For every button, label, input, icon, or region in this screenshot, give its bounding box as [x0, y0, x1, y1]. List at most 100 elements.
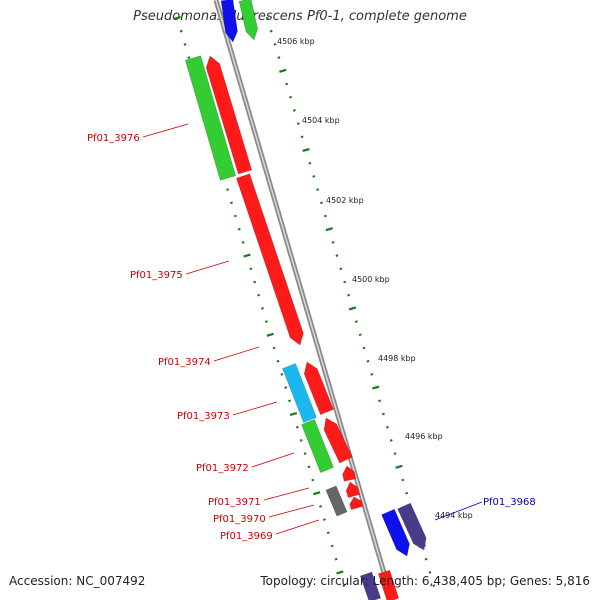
- inner-tick-mark: [276, 359, 280, 363]
- label-leader-line: [251, 452, 295, 468]
- gene-features: [184, 0, 427, 600]
- inner-tick-mark: [295, 425, 299, 429]
- outer-tick-mark: [389, 439, 393, 442]
- gene-arrow[interactable]: [377, 569, 400, 600]
- gene-arrow[interactable]: [238, 0, 259, 41]
- gene-arrow[interactable]: [205, 55, 253, 175]
- inner-tick-mark: [257, 293, 261, 297]
- inner-tick-mark: [173, 15, 181, 21]
- outer-tick-mark: [366, 359, 370, 363]
- outer-tick-mark: [354, 320, 358, 323]
- outer-tick-mark: [300, 135, 304, 139]
- gene-label-pf01-3969[interactable]: Pf01_3969: [220, 531, 273, 542]
- tick-label: 4494 kbp: [435, 511, 473, 520]
- outer-tick-mark: [348, 306, 357, 311]
- outer-tick-mark: [362, 346, 366, 350]
- inner-tick-mark: [284, 386, 288, 389]
- gene-labels: Pf01_3976 Pf01_3975 Pf01_3974 Pf01_3973 …: [87, 133, 536, 542]
- gene-arrow[interactable]: [359, 571, 382, 600]
- outer-tick-mark: [347, 293, 351, 297]
- inner-tick-mark: [233, 214, 237, 218]
- gene-label-pf01-3972[interactable]: Pf01_3972: [196, 463, 249, 474]
- outer-tick-mark: [358, 333, 362, 337]
- genome-title: Pseudomonas fluorescens Pf0-1, complete …: [133, 9, 467, 24]
- gene-arrow[interactable]: [325, 485, 348, 517]
- inner-tick-mark: [266, 332, 274, 337]
- gene-arrow[interactable]: [282, 363, 317, 423]
- outer-tick-mark: [378, 399, 382, 403]
- gene-arrow[interactable]: [342, 465, 357, 482]
- gene-label-pf01-3973[interactable]: Pf01_3973: [177, 411, 230, 422]
- gene-arrow[interactable]: [303, 361, 334, 415]
- gene-label-pf01-3975[interactable]: Pf01_3975: [130, 270, 183, 281]
- outer-tick-mark: [331, 241, 335, 244]
- outer-tick-mark: [308, 161, 312, 165]
- label-leader-line: [232, 401, 278, 416]
- inner-tick-mark: [187, 56, 191, 59]
- outer-tick-mark: [296, 122, 300, 125]
- outer-tick-mark: [370, 373, 374, 376]
- gene-label-leaders: [142, 123, 483, 535]
- label-leader-line: [142, 123, 189, 138]
- outer-tick-mark: [316, 188, 320, 191]
- outer-tick-mark: [269, 29, 273, 33]
- inner-tick-mark: [183, 43, 187, 46]
- outer-tick-mark: [302, 147, 310, 153]
- tick-label: 4502 kbp: [326, 196, 364, 205]
- inner-tick-mark: [311, 478, 315, 482]
- outer-tick-mark: [292, 109, 296, 112]
- gene-arrow[interactable]: [301, 419, 334, 473]
- inner-tick-mark: [241, 241, 245, 244]
- inner-tick-mark: [322, 518, 326, 521]
- gene-arrow[interactable]: [323, 417, 353, 464]
- gene-arrow[interactable]: [381, 508, 410, 557]
- outer-tick-mark: [372, 385, 380, 390]
- outer-tick-mark: [428, 571, 432, 574]
- genome-summary-text: Topology: circular; Length: 6,438,405 bp…: [260, 574, 590, 588]
- accession-text: Accession: NC_007492: [9, 574, 146, 588]
- outer-tick-mark: [432, 584, 436, 587]
- gene-arrow[interactable]: [220, 0, 238, 43]
- gene-label-pf01-3976[interactable]: Pf01_3976: [87, 133, 140, 144]
- inner-tick-mark: [237, 227, 241, 231]
- outer-tick-mark: [339, 267, 343, 271]
- gene-arrow[interactable]: [345, 481, 361, 498]
- outer-tick-mark: [424, 557, 428, 561]
- outer-tick-mark: [393, 452, 397, 455]
- gene-arrow[interactable]: [184, 55, 237, 181]
- inner-tick-mark: [299, 439, 303, 442]
- label-leader-line: [268, 504, 315, 518]
- outer-tick-mark: [401, 478, 405, 482]
- tick-label: 4506 kbp: [277, 37, 315, 46]
- outer-tick-mark: [382, 412, 385, 416]
- inner-tick-mark: [326, 531, 330, 535]
- outer-tick-mark: [320, 201, 323, 205]
- inner-tick-mark: [289, 411, 298, 417]
- label-leader-line: [185, 260, 230, 275]
- outer-tick-mark: [325, 227, 333, 232]
- outer-tick-mark: [279, 68, 287, 73]
- outer-tick-mark: [335, 254, 339, 257]
- label-leader-line: [263, 487, 310, 501]
- outer-tick-mark: [289, 95, 292, 99]
- outer-tick-mark: [273, 43, 277, 46]
- inner-tick-mark: [261, 307, 264, 310]
- label-leader-line: [434, 501, 483, 521]
- outer-tick-mark: [265, 16, 269, 20]
- gene-arrow[interactable]: [397, 502, 427, 551]
- inner-tick-mark: [226, 188, 230, 191]
- gene-arrow[interactable]: [236, 173, 304, 346]
- outer-tick-mark: [405, 491, 409, 495]
- gene-label-pf01-3971[interactable]: Pf01_3971: [208, 497, 261, 508]
- outer-tick-mark: [312, 175, 316, 178]
- gene-label-pf01-3968[interactable]: Pf01_3968: [483, 497, 536, 508]
- label-leader-line: [275, 519, 320, 535]
- tick-label: 4504 kbp: [302, 116, 340, 125]
- inner-tick-mark: [313, 491, 321, 496]
- inner-tick-mark: [249, 267, 253, 271]
- gene-label-pf01-3970[interactable]: Pf01_3970: [213, 514, 266, 525]
- gene-arrow[interactable]: [349, 496, 364, 510]
- gene-label-pf01-3974[interactable]: Pf01_3974: [158, 357, 211, 368]
- inner-tick-mark: [288, 399, 292, 403]
